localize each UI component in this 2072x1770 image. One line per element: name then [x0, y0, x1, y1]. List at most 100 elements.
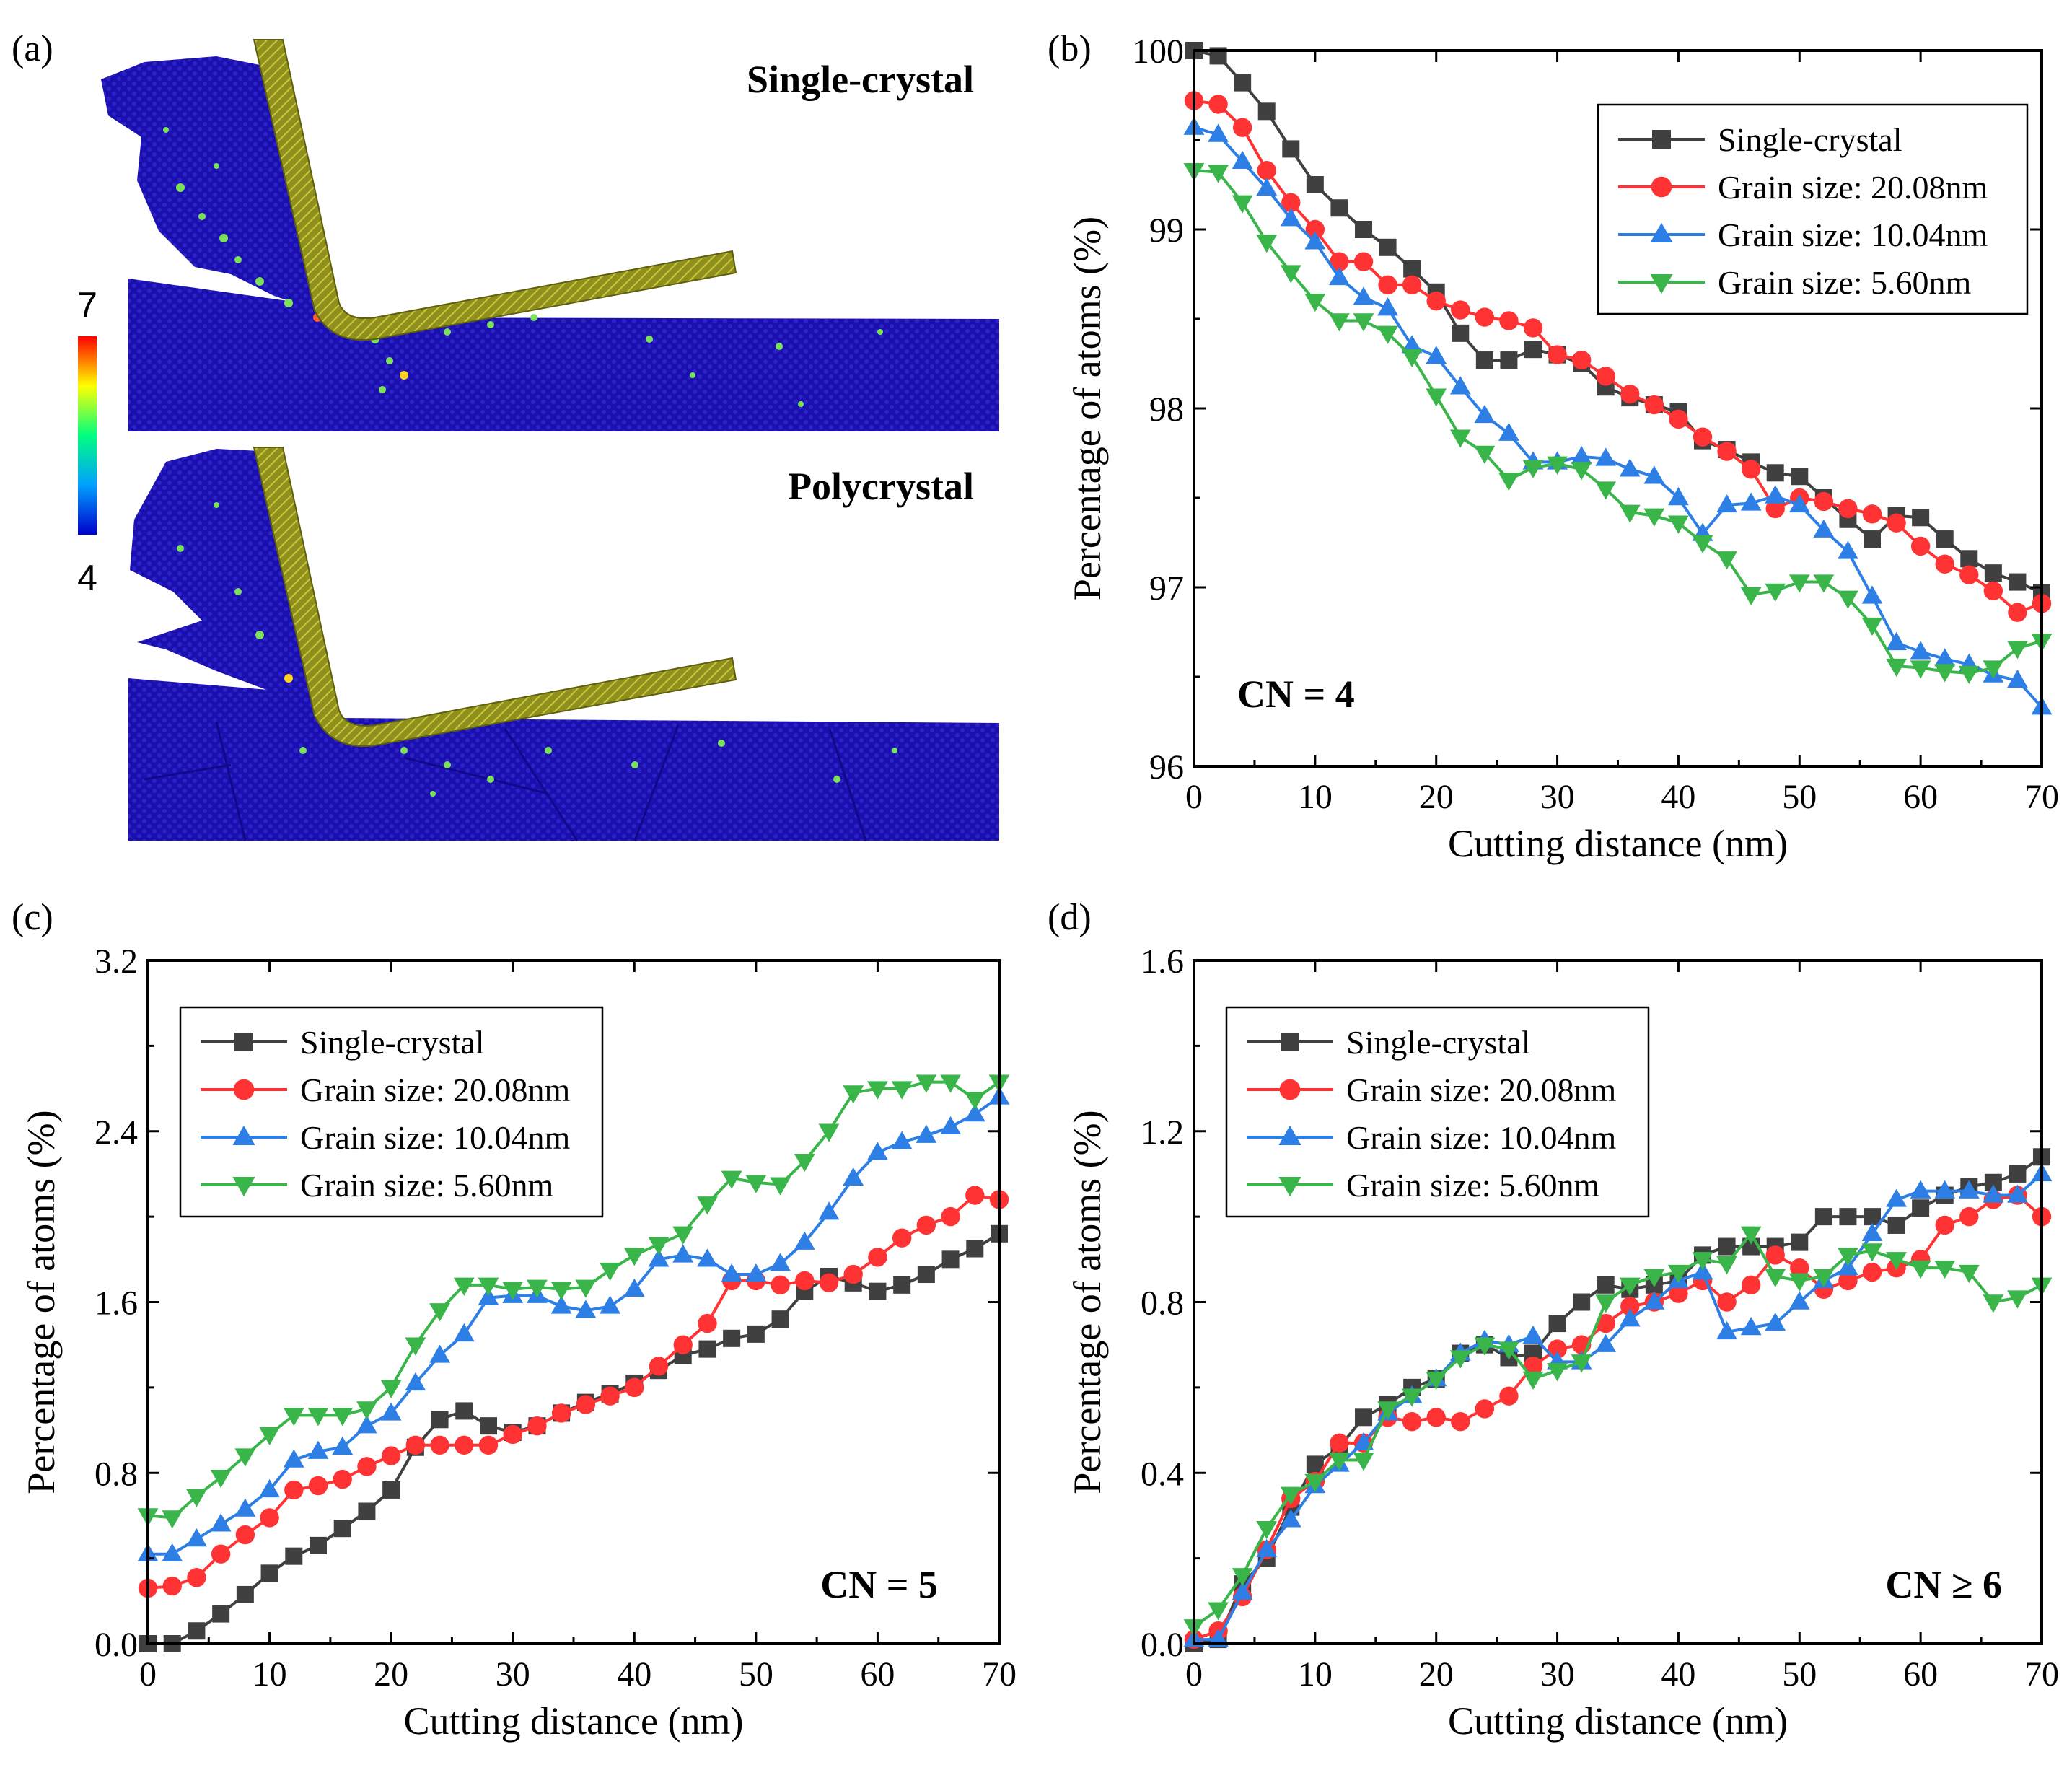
cn6-x-tick-label-7: 70 [2024, 1655, 2059, 1694]
cn6-series-1-point-9 [1402, 1412, 1422, 1432]
cn5-legend-marker-2 [232, 1125, 255, 1146]
cn5-series-3-point-16 [527, 1279, 548, 1298]
cn5-series-3-point-26 [770, 1177, 791, 1196]
cn4-series-3-point-26 [1813, 574, 1835, 593]
cn6-x-tick-label-1: 10 [1298, 1655, 1333, 1694]
cn5-series-0-point-3 [212, 1605, 230, 1623]
cn4-series-2-point-1 [1208, 123, 1229, 142]
colorbar: 7 4 [77, 285, 97, 598]
cn6-series-1-point-18 [1620, 1297, 1640, 1316]
cn4-series-3-point-2 [1232, 195, 1253, 214]
cn5-y-axis-title: Percentage of atoms (%) [19, 1110, 63, 1494]
cn5-series-0-point-25 [747, 1325, 765, 1343]
cn4-series-3-point-22 [1716, 551, 1737, 570]
cn6-legend-marker-0 [1281, 1033, 1299, 1051]
cn6-series-0-point-17 [1597, 1276, 1615, 1294]
cn6-series-1-point-27 [1838, 1271, 1858, 1291]
cn6-series-1-point-22 [1717, 1292, 1737, 1312]
cn5-legend-label-1: Grain size: 20.08nm [300, 1072, 571, 1108]
cn5-series-2-point-19 [600, 1295, 620, 1314]
cn5-series-1-point-30 [868, 1248, 887, 1267]
cn6-series-2-point-21 [1692, 1261, 1713, 1280]
cn6-series-1-point-28 [1862, 1262, 1882, 1282]
cn4-series-3-point-4 [1280, 265, 1301, 284]
cn4-series-3-point-8 [1377, 325, 1398, 344]
cn4-series-3-point-19 [1643, 508, 1665, 527]
cn4-series-2-point-8 [1377, 297, 1398, 316]
cn4-series-1-point-7 [1353, 252, 1374, 271]
cn5-series-3-point-1 [162, 1510, 183, 1529]
cn5-series-1-point-5 [260, 1508, 279, 1528]
cn5-series-2 [137, 1086, 1010, 1561]
cn5-y-tick-label-2: 1.6 [95, 1284, 138, 1323]
cn4-x-tick-label-4: 40 [1661, 778, 1695, 816]
cn5-series-2-point-17 [550, 1295, 572, 1314]
cn6-series-3-point-31 [1934, 1260, 1956, 1279]
cn5-series-2-point-28 [818, 1201, 840, 1220]
cn5-series-2-point-23 [697, 1248, 718, 1267]
cn5-series-1-point-31 [892, 1228, 912, 1248]
cn4-series-2-point-7 [1353, 286, 1374, 305]
cn5-series-0-point-2 [188, 1622, 206, 1640]
cn5-series-3-point-19 [600, 1262, 620, 1282]
cn5-series-1-point-22 [673, 1335, 693, 1354]
cn4-y-axis-title: Percentage of atoms (%) [1066, 216, 1109, 600]
cn4-y-tick-label-2: 98 [1149, 390, 1184, 429]
cn6-legend-label-3: Grain size: 5.60nm [1346, 1167, 1600, 1204]
cn6-series-3-point-33 [1983, 1294, 2004, 1313]
cn6-series-group [1183, 1148, 2053, 1652]
cn4-series-2-point-10 [1426, 346, 1447, 364]
cn5-series-1 [138, 1186, 1009, 1598]
cn5-series-2-point-6 [283, 1449, 304, 1468]
cn4-series-1-point-20 [1669, 409, 1688, 429]
cn5-legend-marker-0 [234, 1033, 253, 1051]
cn6-x-axis-title: Cutting distance (nm) [1448, 1699, 1788, 1743]
cn5-series-1-point-20 [625, 1377, 644, 1398]
cn4-series-3 [1183, 162, 2053, 685]
cn4-y-tick-label-1: 97 [1149, 569, 1184, 608]
cn5-series-0-point-6 [285, 1547, 303, 1565]
cn5-series-2-point-34 [964, 1103, 985, 1122]
panel-a-label: (a) [12, 28, 53, 69]
cn4-x-tick-label-5: 50 [1782, 778, 1817, 816]
cn6-series-3-point-7 [1353, 1453, 1374, 1471]
cn5-series-3-point-34 [964, 1092, 985, 1110]
cn4-series-2-point-19 [1643, 465, 1665, 484]
cn4-series-group [1183, 42, 2053, 715]
cn4-series-3-point-7 [1353, 313, 1374, 332]
cn6-series-2-point-19 [1643, 1291, 1665, 1310]
cn4-legend-marker-1 [1651, 176, 1672, 198]
cn5-series-3-point-15 [502, 1282, 524, 1300]
cn4-series-0-point-32 [1960, 550, 1978, 568]
cn6-x-tick-label-3: 30 [1540, 1655, 1575, 1694]
cn5-series-2-point-31 [891, 1131, 913, 1149]
cn4-series-0-point-3 [1257, 102, 1276, 121]
cn4-series-3-point-6 [1329, 313, 1350, 332]
cn5-series-1-point-14 [478, 1435, 499, 1455]
cn5-x-tick-label-7: 70 [982, 1655, 1017, 1694]
cn5-y-tick-label-0: 0.0 [95, 1626, 138, 1664]
cn6-series-1-point-20 [1669, 1284, 1688, 1303]
cn4-series-2-point-6 [1329, 266, 1350, 286]
cn5-x-tick-label-4: 40 [617, 1655, 651, 1694]
cn5-legend-label-0: Single-crystal [300, 1024, 485, 1061]
cn4-series-2-point-3 [1256, 177, 1278, 196]
cn4-series-0-point-31 [1936, 530, 1954, 548]
cn5-series-1-point-33 [941, 1206, 960, 1227]
cn4-series-2-point-25 [1788, 494, 1810, 513]
polycrystal-title: Polycrystal [788, 465, 974, 508]
cn6-series-2-point-1 [1208, 1629, 1229, 1647]
cn6-y-tick-label-0: 0.0 [1141, 1626, 1184, 1664]
cn4-series-3-point-27 [1838, 590, 1858, 609]
cn5-series-3-point-8 [332, 1408, 354, 1427]
cn5-series-2-point-10 [380, 1402, 402, 1421]
cn5-series-0-point-13 [455, 1402, 473, 1420]
cn6-series-3-point-14 [1522, 1371, 1544, 1390]
cn5-series-2-point-4 [234, 1498, 256, 1517]
cn4-series-3-point-32 [1958, 665, 1980, 685]
cn4-series-1-point-2 [1232, 118, 1252, 137]
cn5-series-3-point-24 [721, 1170, 742, 1189]
cn5-series-3-point-30 [867, 1081, 888, 1100]
cn4-series-1-point-13 [1499, 311, 1519, 330]
cn5-series-2-point-20 [623, 1278, 645, 1297]
